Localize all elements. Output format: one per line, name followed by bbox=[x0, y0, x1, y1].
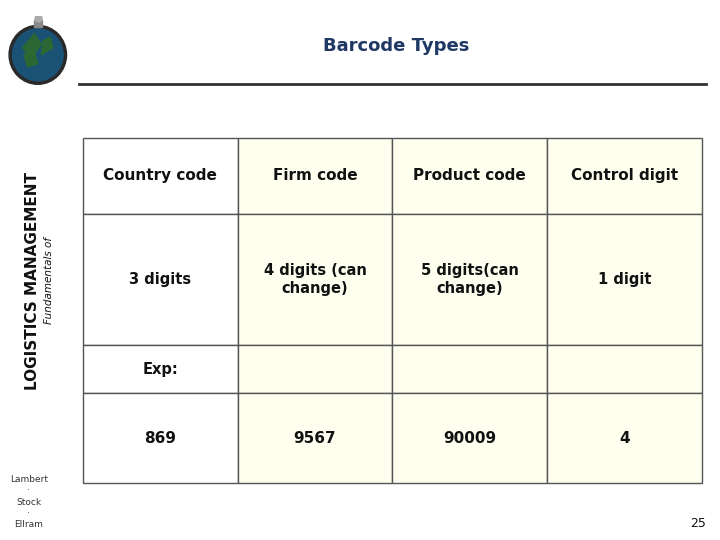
FancyBboxPatch shape bbox=[392, 345, 547, 394]
FancyBboxPatch shape bbox=[392, 214, 547, 345]
FancyBboxPatch shape bbox=[392, 394, 547, 483]
Text: 4 digits (can
change): 4 digits (can change) bbox=[264, 263, 366, 295]
Polygon shape bbox=[41, 37, 53, 55]
Text: LOGISTICS MANAGEMENT: LOGISTICS MANAGEMENT bbox=[25, 172, 40, 390]
Text: 5 digits(can
change): 5 digits(can change) bbox=[421, 263, 518, 295]
Text: Barcode Types: Barcode Types bbox=[323, 37, 469, 55]
Text: 25: 25 bbox=[690, 517, 706, 530]
FancyBboxPatch shape bbox=[238, 345, 392, 394]
Polygon shape bbox=[23, 34, 41, 58]
FancyBboxPatch shape bbox=[547, 345, 702, 394]
Text: Firm code: Firm code bbox=[273, 168, 357, 183]
Bar bbox=[34, 21, 42, 28]
Text: Country code: Country code bbox=[103, 168, 217, 183]
Text: Product code: Product code bbox=[413, 168, 526, 183]
Text: 3 digits: 3 digits bbox=[129, 272, 192, 287]
FancyBboxPatch shape bbox=[238, 138, 392, 214]
Text: 90009: 90009 bbox=[444, 431, 496, 446]
FancyBboxPatch shape bbox=[547, 214, 702, 345]
Text: Control digit: Control digit bbox=[571, 168, 678, 183]
Circle shape bbox=[12, 29, 63, 81]
Text: 9567: 9567 bbox=[294, 431, 336, 446]
Polygon shape bbox=[24, 51, 38, 67]
Text: Fundamentals of: Fundamentals of bbox=[44, 237, 54, 325]
FancyBboxPatch shape bbox=[83, 345, 238, 394]
Text: 869: 869 bbox=[144, 431, 176, 446]
FancyBboxPatch shape bbox=[83, 214, 238, 345]
Text: 4: 4 bbox=[619, 431, 630, 446]
Text: Lambert
·
Stock
·
Ellram: Lambert · Stock · Ellram bbox=[10, 476, 48, 529]
FancyBboxPatch shape bbox=[238, 394, 392, 483]
FancyBboxPatch shape bbox=[547, 138, 702, 214]
Text: 1 digit: 1 digit bbox=[598, 272, 652, 287]
FancyBboxPatch shape bbox=[547, 394, 702, 483]
FancyBboxPatch shape bbox=[83, 138, 238, 214]
FancyBboxPatch shape bbox=[83, 394, 238, 483]
FancyBboxPatch shape bbox=[392, 138, 547, 214]
Circle shape bbox=[9, 25, 66, 84]
FancyBboxPatch shape bbox=[238, 214, 392, 345]
Text: Exp:: Exp: bbox=[143, 362, 178, 377]
